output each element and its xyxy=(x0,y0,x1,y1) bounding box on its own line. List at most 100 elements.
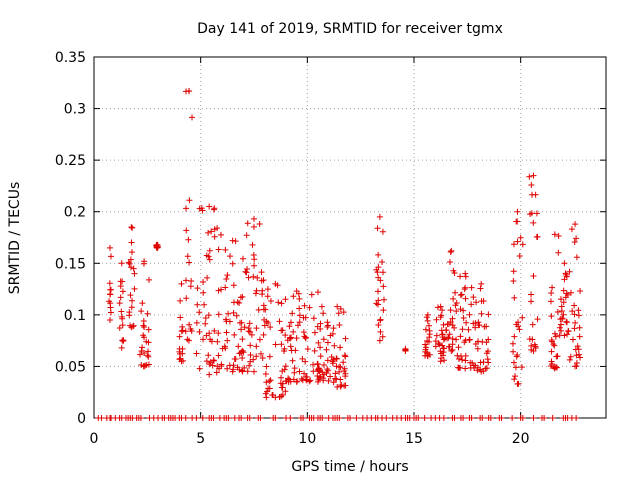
data-point xyxy=(253,287,260,294)
data-point xyxy=(258,269,265,276)
data-point xyxy=(263,379,270,386)
data-point xyxy=(215,330,222,337)
data-point xyxy=(317,325,324,332)
data-point xyxy=(282,332,289,339)
data-point xyxy=(244,368,251,375)
data-point xyxy=(440,345,447,352)
data-point xyxy=(189,114,196,121)
data-point xyxy=(512,373,519,380)
data-point xyxy=(193,415,200,421)
data-point xyxy=(118,308,125,315)
data-point xyxy=(206,256,213,263)
data-point xyxy=(214,225,221,232)
data-point xyxy=(203,252,210,259)
data-point xyxy=(336,368,343,375)
data-point xyxy=(206,203,213,210)
data-point xyxy=(457,273,464,280)
data-point xyxy=(526,173,533,180)
data-point xyxy=(203,332,210,339)
data-point xyxy=(226,318,233,325)
data-point xyxy=(573,254,580,261)
data-point xyxy=(439,331,446,338)
data-point xyxy=(513,321,520,328)
data-point xyxy=(556,324,563,331)
y-tick-label: 0 xyxy=(77,411,86,427)
data-point xyxy=(455,356,462,363)
data-point xyxy=(563,318,570,325)
data-point xyxy=(402,347,409,354)
data-point xyxy=(252,290,259,297)
data-point xyxy=(141,258,148,265)
data-point xyxy=(528,291,535,298)
data-point xyxy=(510,241,517,248)
data-point xyxy=(253,343,260,350)
data-point xyxy=(311,329,318,336)
data-point xyxy=(224,272,231,279)
data-point xyxy=(177,314,184,321)
data-point xyxy=(383,415,390,421)
data-point xyxy=(567,289,574,296)
data-point xyxy=(342,335,349,342)
data-point xyxy=(433,332,440,339)
data-point xyxy=(450,295,457,302)
axis-ticks: 0 0.05 0.1 0.15 0.2 0.25 0.3 0.35 0 5 10 15 20 xyxy=(55,50,606,447)
data-point xyxy=(462,352,469,359)
data-point xyxy=(436,341,443,348)
data-point xyxy=(476,322,483,329)
data-point xyxy=(307,377,314,384)
data-point xyxy=(310,361,317,368)
data-point xyxy=(131,270,138,277)
data-point xyxy=(185,236,192,243)
data-point xyxy=(255,306,262,313)
data-point xyxy=(548,313,555,320)
data-point xyxy=(575,312,582,319)
y-tick-label: 0.35 xyxy=(55,50,86,66)
data-point xyxy=(233,312,240,319)
data-point xyxy=(561,332,568,339)
data-point xyxy=(205,312,212,319)
data-point xyxy=(424,317,431,324)
data-point xyxy=(443,327,450,334)
data-point xyxy=(224,337,231,344)
data-point xyxy=(510,268,517,275)
data-point xyxy=(261,322,268,329)
data-point xyxy=(571,325,578,332)
data-point xyxy=(130,265,137,272)
data-point xyxy=(424,353,431,360)
y-axis-label: SRMTID / TECUs xyxy=(7,182,23,295)
data-point xyxy=(278,341,285,348)
data-point xyxy=(254,274,261,281)
data-point xyxy=(200,289,207,296)
data-point xyxy=(272,341,279,348)
y-tick-label: 0.1 xyxy=(64,308,86,324)
data-point xyxy=(245,274,252,281)
data-point xyxy=(182,328,189,335)
data-point xyxy=(287,343,294,350)
data-point xyxy=(334,303,341,310)
data-point xyxy=(250,251,257,258)
data-point xyxy=(327,332,334,339)
data-point xyxy=(199,415,206,421)
data-point xyxy=(256,336,263,343)
data-point xyxy=(227,253,234,260)
data-point xyxy=(310,315,317,322)
data-point xyxy=(337,344,344,351)
data-point xyxy=(564,331,571,338)
data-point xyxy=(570,336,577,343)
data-point xyxy=(478,280,485,287)
data-point xyxy=(576,324,583,331)
data-point xyxy=(528,298,535,305)
data-point xyxy=(457,306,464,313)
data-point xyxy=(558,321,565,328)
data-point xyxy=(196,309,203,316)
data-point xyxy=(306,304,313,311)
data-point xyxy=(286,334,293,341)
data-point xyxy=(282,363,289,370)
data-point xyxy=(117,283,124,290)
data-point xyxy=(530,415,537,421)
data-point xyxy=(241,364,248,371)
data-point xyxy=(206,361,213,368)
data-point xyxy=(347,415,353,421)
data-point xyxy=(571,311,578,318)
y-tick-label: 0.3 xyxy=(64,102,86,118)
